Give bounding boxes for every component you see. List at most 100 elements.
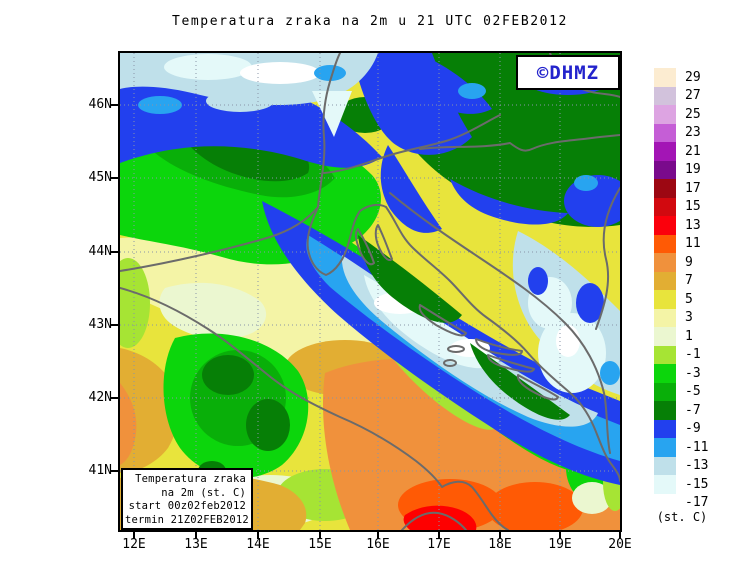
legend-entry: 29 [654, 68, 708, 87]
legend-entry: -5 [654, 382, 708, 401]
lat-tick [111, 251, 118, 253]
inset-line-2: na 2m (st. C) [161, 486, 246, 499]
legend-swatch [654, 345, 676, 364]
dhmz-logo-box: ©DHMZ [516, 55, 620, 90]
lon-label-12E: 12E [122, 537, 146, 552]
legend-label: -17 [685, 495, 709, 511]
legend-swatch [654, 123, 676, 142]
legend-entry: -1 [654, 345, 708, 364]
legend-entry: -13 [654, 456, 709, 475]
coastlines-borders [120, 53, 620, 530]
legend-swatch [654, 327, 676, 346]
legend-swatch [654, 475, 676, 494]
legend-label: 11 [685, 236, 701, 252]
legend-label: 9 [685, 254, 693, 270]
legend-entry: 13 [654, 216, 708, 235]
lon-label-18E: 18E [488, 537, 512, 552]
legend-label: 3 [685, 310, 693, 326]
legend-units-label: (st. C) [656, 510, 708, 524]
temperature-field [120, 53, 620, 530]
legend-entry: 17 [654, 179, 708, 198]
legend-swatch [654, 438, 676, 457]
legend-label: -15 [685, 476, 709, 492]
lon-tick [195, 532, 197, 539]
lat-tick [111, 470, 118, 472]
legend-swatch [654, 86, 676, 105]
legend-entry: 7 [654, 271, 708, 290]
inset-line-4: termin 21Z02FEB2012 [125, 513, 249, 526]
lon-tick [377, 532, 379, 539]
legend-swatch [654, 456, 676, 475]
lon-label-14E: 14E [246, 537, 270, 552]
legend-swatch [654, 142, 676, 161]
lat-label-41N: 41N [88, 463, 112, 478]
legend-swatch [654, 253, 676, 272]
legend-swatch [654, 419, 676, 438]
lon-tick [438, 532, 440, 539]
legend-label: 27 [685, 88, 701, 104]
lat-label-42N: 42N [88, 390, 112, 405]
legend-label: -11 [685, 439, 709, 455]
legend-swatch [654, 160, 676, 179]
legend-entry: 5 [654, 290, 708, 309]
lon-label-19E: 19E [548, 537, 572, 552]
legend-swatch [654, 290, 676, 309]
lat-label-45N: 45N [88, 170, 112, 185]
lon-label-17E: 17E [427, 537, 451, 552]
legend-label: 15 [685, 199, 701, 215]
legend-swatch [654, 105, 676, 124]
legend-label: 19 [685, 162, 701, 178]
lon-tick [319, 532, 321, 539]
legend-entry: -17 [654, 493, 709, 512]
lon-label-15E: 15E [308, 537, 332, 552]
dhmz-logo-text: ©DHMZ [536, 61, 600, 84]
legend-entry: 11 [654, 234, 708, 253]
legend-swatch [654, 197, 676, 216]
lon-tick [133, 532, 135, 539]
legend-label: 25 [685, 106, 701, 122]
lat-tick [111, 177, 118, 179]
inset-line-3: start 00z02feb2012 [128, 500, 246, 512]
legend-swatch [654, 382, 676, 401]
legend-entry: -3 [654, 364, 708, 383]
legend-entry: 1 [654, 327, 708, 346]
lon-tick [499, 532, 501, 539]
legend-entry: 21 [654, 142, 708, 161]
lat-label-46N: 46N [88, 97, 112, 112]
lat-label-44N: 44N [88, 244, 112, 259]
inset-line-1: Temperatura zraka [135, 473, 246, 485]
legend-swatch [654, 216, 676, 235]
lon-tick [257, 532, 259, 539]
legend-swatch [654, 271, 676, 290]
legend-entry: 25 [654, 105, 708, 124]
legend-label: -9 [685, 421, 701, 437]
legend-label: 21 [685, 143, 701, 159]
legend-label: -5 [685, 384, 701, 400]
lat-label-43N: 43N [88, 317, 112, 332]
legend-entries: 29 27 25 23 21 19 17 15 13 11 9 7 5 3 1 -1 -3 -5 -7 -9 -11 -1… [654, 68, 708, 512]
legend-swatch [654, 68, 676, 87]
legend-entry: -7 [654, 401, 708, 420]
legend-label: -13 [685, 458, 709, 474]
lat-tick [111, 104, 118, 106]
lon-tick [619, 532, 621, 539]
legend-label: 17 [685, 180, 701, 196]
inset-info-box: Temperatura zraka na 2m (st. C) start 00… [121, 468, 253, 530]
lon-label-13E: 13E [184, 537, 208, 552]
legend-swatch [654, 308, 676, 327]
legend-entry: -15 [654, 475, 708, 494]
legend-label: 1 [685, 328, 693, 344]
legend-swatch [654, 179, 676, 198]
legend-label: 5 [685, 291, 693, 307]
lon-tick [559, 532, 561, 539]
legend-swatch [654, 493, 676, 512]
legend-label: 7 [685, 273, 693, 289]
legend-entry: 23 [654, 123, 708, 142]
legend-swatch [654, 401, 676, 420]
legend-entry: 3 [654, 308, 708, 327]
legend-label: 23 [685, 125, 701, 141]
legend-entry: 19 [654, 160, 708, 179]
legend-entry: 27 [654, 86, 708, 105]
legend-entry: 15 [654, 197, 708, 216]
lon-label-20E: 20E [608, 537, 632, 552]
